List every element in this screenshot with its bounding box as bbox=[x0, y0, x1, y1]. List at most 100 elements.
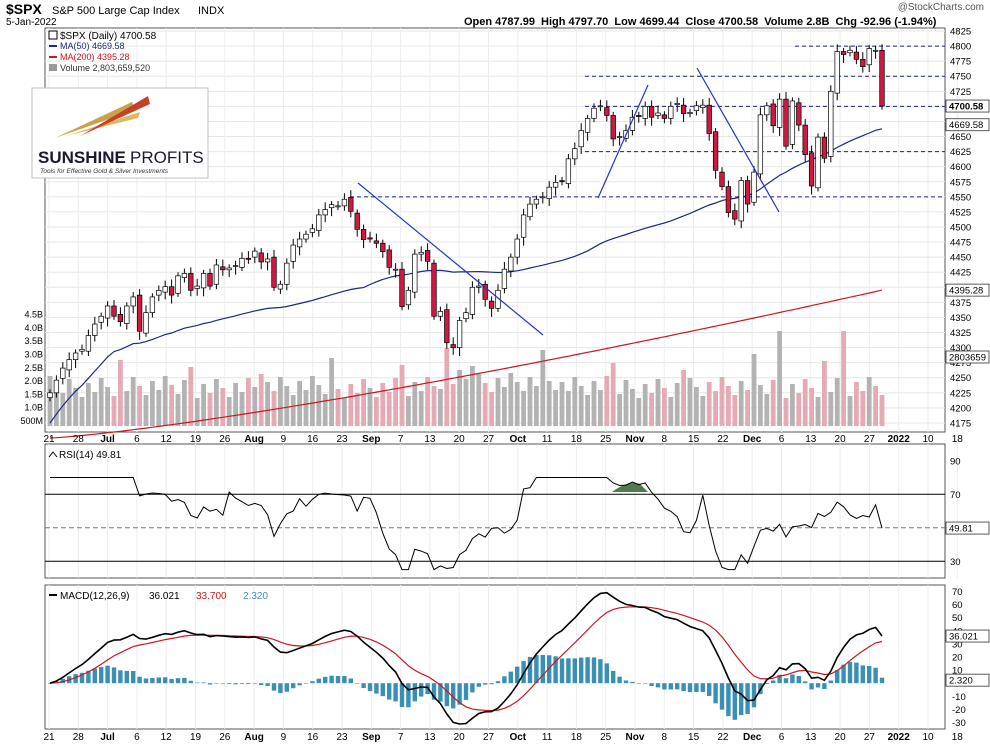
candle-body bbox=[578, 130, 584, 148]
x-tick-label: 18 bbox=[952, 434, 964, 445]
x-tick-label: Dec bbox=[743, 732, 762, 743]
volume-bar bbox=[745, 390, 750, 426]
volume-bar bbox=[502, 387, 507, 426]
candle-body bbox=[482, 283, 488, 300]
x-tick-label: 21 bbox=[43, 434, 55, 445]
candle-body bbox=[252, 250, 258, 258]
macd-histogram-bar bbox=[284, 683, 289, 692]
candle-body bbox=[456, 320, 463, 348]
price-tick-label: 4425 bbox=[950, 268, 971, 279]
ma200-badge: 4395.28 bbox=[949, 286, 983, 297]
x-tick-label: 18 bbox=[571, 732, 583, 743]
signal-line bbox=[49, 606, 883, 712]
macd-histogram-bar bbox=[303, 683, 309, 684]
volume-bar bbox=[271, 391, 277, 426]
volume-tick-label: 2.0B bbox=[24, 376, 43, 386]
candle-body bbox=[239, 257, 245, 268]
volume-bar bbox=[719, 377, 725, 426]
candle-body bbox=[840, 51, 847, 55]
candle-body bbox=[584, 118, 591, 133]
volume-bar bbox=[354, 393, 360, 426]
candle-body bbox=[546, 186, 552, 199]
candle-body bbox=[738, 180, 744, 222]
ma50-badge: 4669.58 bbox=[949, 120, 983, 131]
x-tick-label: Oct bbox=[509, 434, 526, 445]
volume-bar bbox=[623, 380, 629, 426]
candle-body bbox=[380, 242, 386, 253]
volume-bar bbox=[764, 394, 770, 426]
x-tick-label: Jul bbox=[100, 434, 115, 445]
macd-histogram-bar bbox=[60, 678, 65, 684]
x-tick-label: 11 bbox=[542, 732, 553, 743]
candle-body bbox=[648, 106, 655, 118]
macd-histogram-bar bbox=[617, 676, 622, 684]
volume-bar bbox=[559, 382, 565, 426]
volume-bar bbox=[386, 392, 392, 426]
volume-bar bbox=[412, 382, 418, 426]
volume-bar bbox=[290, 395, 296, 426]
volume-tick-label: 3.5B bbox=[24, 336, 43, 346]
volume-bar bbox=[252, 387, 258, 426]
candle-body bbox=[296, 238, 303, 248]
volume-bar bbox=[278, 377, 283, 426]
volume-bar bbox=[783, 398, 789, 426]
macd-histogram-bar bbox=[47, 683, 53, 684]
x-tick-label: 12 bbox=[161, 434, 173, 445]
price-tick-label: 4725 bbox=[950, 87, 971, 98]
macd-histogram-bar bbox=[751, 683, 757, 708]
candle-body bbox=[527, 203, 533, 218]
candle-body bbox=[309, 228, 316, 233]
macd-histogram-bar bbox=[419, 683, 424, 697]
macd-histogram-bar bbox=[463, 683, 469, 700]
price-tick-label: 4775 bbox=[950, 57, 971, 68]
sunshine-profits-logo: SUNSHINE PROFITS Tools for Effective Gol… bbox=[31, 87, 209, 179]
macd-histogram-bar bbox=[515, 666, 520, 684]
volume-bar bbox=[770, 380, 776, 426]
candle-body bbox=[79, 349, 85, 352]
volume-bar bbox=[655, 379, 661, 426]
macd-histogram-bar bbox=[316, 678, 321, 684]
x-tick-label: 26 bbox=[219, 732, 231, 743]
legend-price-swatch bbox=[48, 30, 58, 40]
macd-histogram-bar bbox=[495, 681, 501, 684]
candle-body bbox=[85, 335, 92, 352]
candle-body bbox=[636, 115, 642, 117]
macd-histogram-bar bbox=[374, 683, 379, 694]
macd-histogram-bar bbox=[655, 683, 661, 688]
macd-badge: 36.021 bbox=[949, 632, 978, 643]
macd-histogram-bar bbox=[438, 683, 443, 702]
rsi-tick-label: 70 bbox=[950, 490, 961, 501]
volume-tick-label: 1.5B bbox=[24, 389, 43, 399]
macd-histogram-bar bbox=[783, 678, 789, 684]
volume-bar bbox=[233, 383, 238, 426]
x-tick-label: 21 bbox=[43, 732, 55, 743]
macd-histogram-bar bbox=[431, 683, 437, 700]
signal-legend-value: 33.700 bbox=[196, 591, 227, 602]
macd-histogram-bar bbox=[99, 667, 104, 684]
macd-histogram-bar bbox=[687, 683, 693, 693]
x-tick-label: 16 bbox=[307, 732, 319, 743]
candle-body bbox=[629, 116, 636, 131]
x-tick-label: 19 bbox=[190, 434, 202, 445]
candle-body bbox=[783, 98, 789, 147]
macd-histogram-bar bbox=[860, 665, 865, 684]
candle-body bbox=[226, 267, 232, 271]
volume-bar bbox=[150, 381, 155, 426]
x-tick-label: 16 bbox=[307, 434, 319, 445]
macd-histogram-bar bbox=[143, 678, 149, 684]
candle-body bbox=[866, 48, 872, 66]
macd-tick-label: -30 bbox=[952, 718, 966, 729]
x-tick-label: Sep bbox=[362, 434, 380, 445]
macd-histogram-bar bbox=[508, 671, 513, 684]
volume-tick-label: 1.0B bbox=[24, 403, 43, 413]
candle-body bbox=[162, 286, 168, 293]
candle-body bbox=[418, 251, 424, 255]
candle-body bbox=[284, 262, 290, 285]
candle-body bbox=[92, 323, 98, 336]
candle-body bbox=[796, 102, 802, 126]
logo-ray-gold bbox=[55, 102, 135, 138]
candle-body bbox=[245, 257, 252, 260]
x-tick-label: 8 bbox=[662, 732, 668, 743]
candle-body bbox=[597, 105, 604, 108]
volume-tick-label: 4.5B bbox=[24, 310, 43, 320]
